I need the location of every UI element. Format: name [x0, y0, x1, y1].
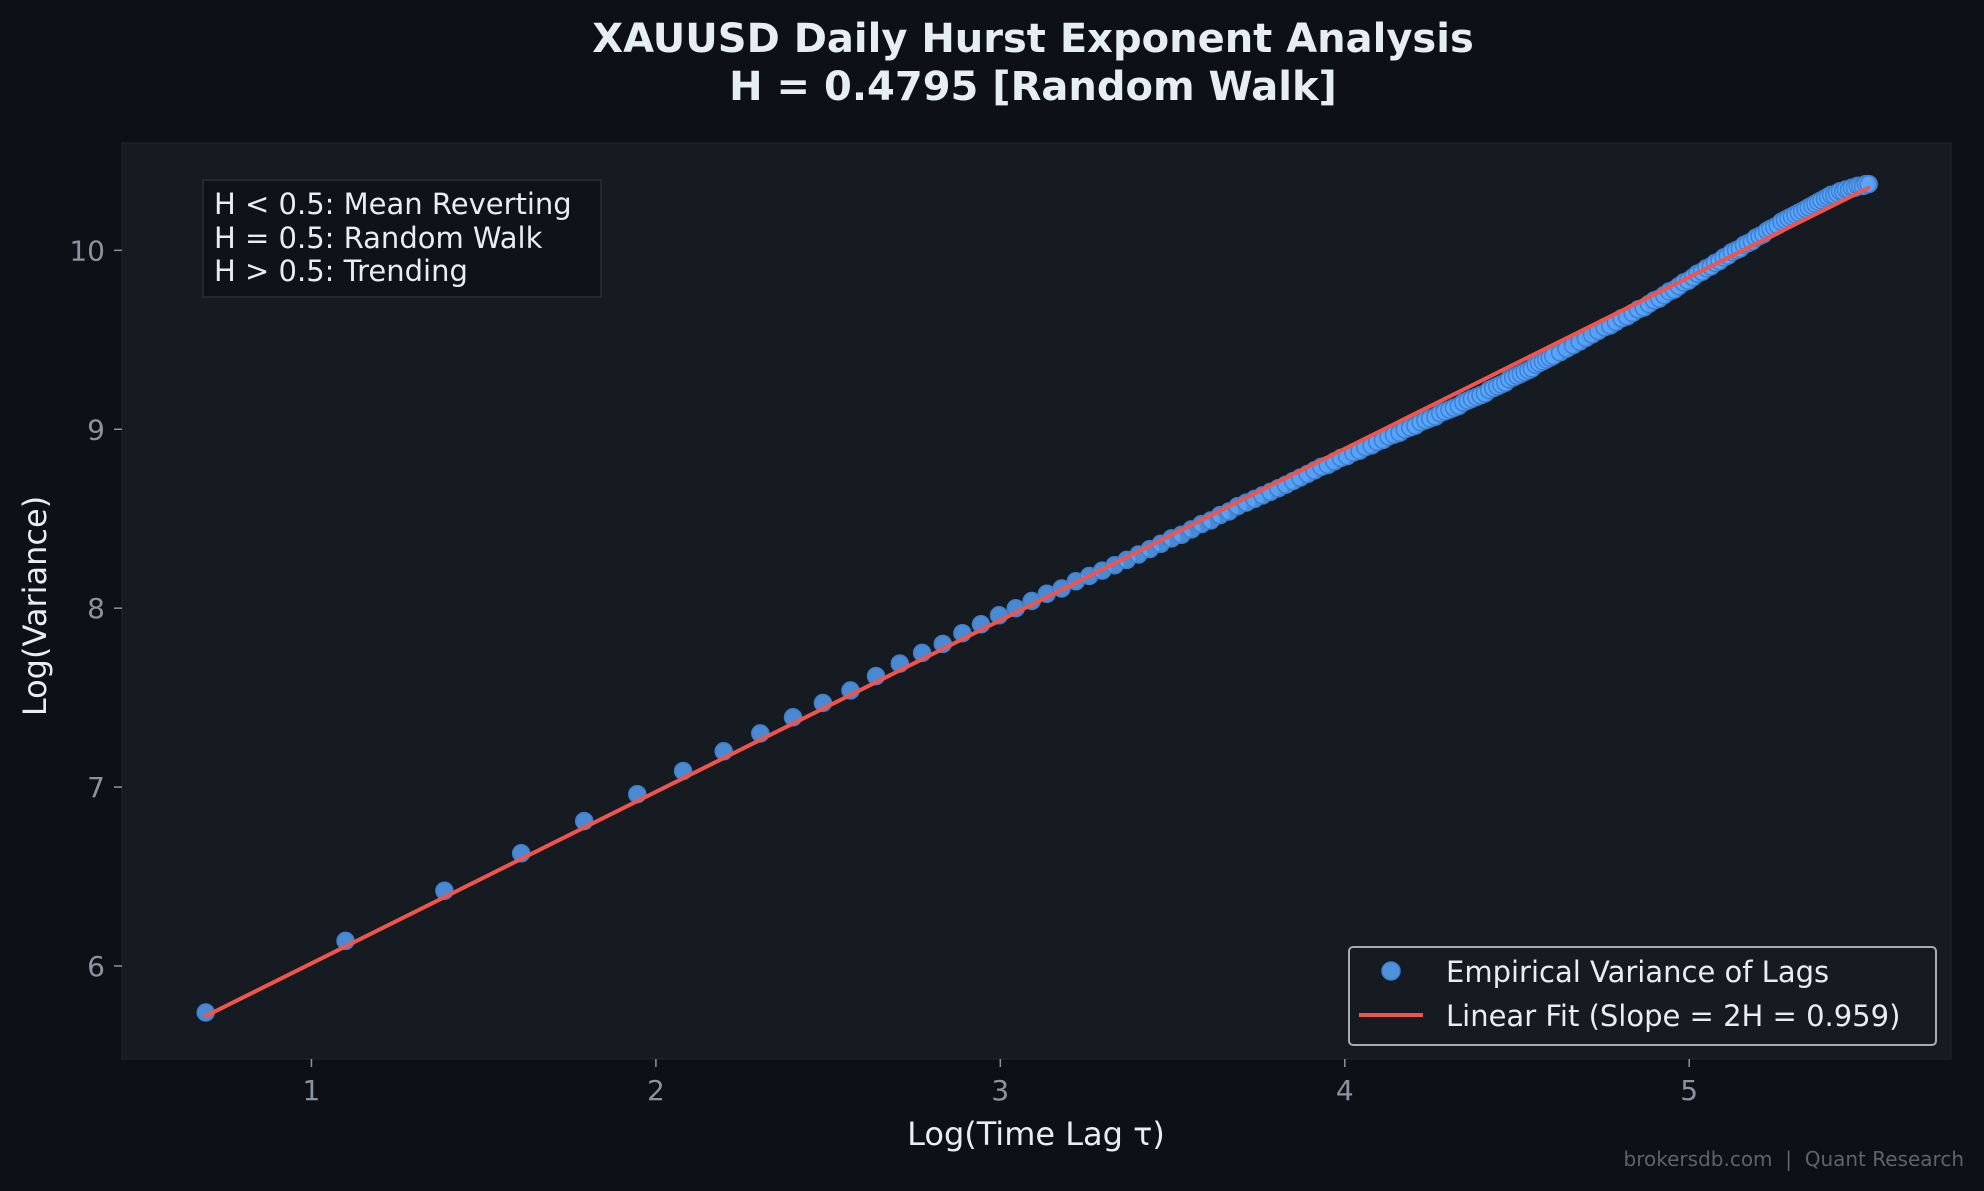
y-tick-label: 10: [69, 234, 105, 267]
chart-title: XAUUSD Daily Hurst Exponent Analysis: [592, 16, 1474, 62]
y-axis-label: Log(Variance): [16, 496, 54, 716]
fit-line: [203, 185, 1871, 1019]
legend-scatter-label: Empirical Variance of Lags: [1446, 955, 1829, 989]
chart-subtitle: H = 0.4795 [Random Walk]: [729, 64, 1337, 110]
legend: Empirical Variance of Lags Linear Fit (S…: [1348, 946, 1937, 1046]
annotation-box: H < 0.5: Mean Reverting H = 0.5: Random …: [202, 179, 602, 298]
x-tick-label: 1: [303, 1074, 321, 1107]
annotation-line-2: H = 0.5: Random Walk: [214, 221, 543, 255]
y-tick-label: 9: [87, 413, 105, 446]
legend-scatter-marker: [1381, 961, 1401, 981]
legend-line-label: Linear Fit (Slope = 2H = 0.959): [1446, 999, 1900, 1033]
annotation-line-1: H < 0.5: Mean Reverting: [214, 187, 572, 221]
y-tick-label: 7: [87, 771, 105, 804]
x-axis-label: Log(Time Lag τ): [907, 1115, 1165, 1153]
annotation-line-3: H > 0.5: Trending: [214, 254, 468, 288]
y-tick-label: 8: [87, 592, 105, 625]
x-tick-label: 4: [1336, 1074, 1354, 1107]
x-tick-label: 2: [647, 1074, 665, 1107]
annotation-frame: [202, 179, 602, 298]
x-tick-label: 3: [991, 1074, 1009, 1107]
x-tick-label: 5: [1680, 1074, 1698, 1107]
fit-line-group: [203, 185, 1871, 1019]
x-axis: 1 2 3 4 5: [303, 1059, 1698, 1107]
legend-frame: [1348, 946, 1937, 1046]
y-axis: 6 7 8 9 10: [69, 234, 122, 983]
watermark: brokersdb.com | Quant Research: [1624, 1147, 1964, 1171]
y-tick-label: 6: [87, 950, 105, 983]
